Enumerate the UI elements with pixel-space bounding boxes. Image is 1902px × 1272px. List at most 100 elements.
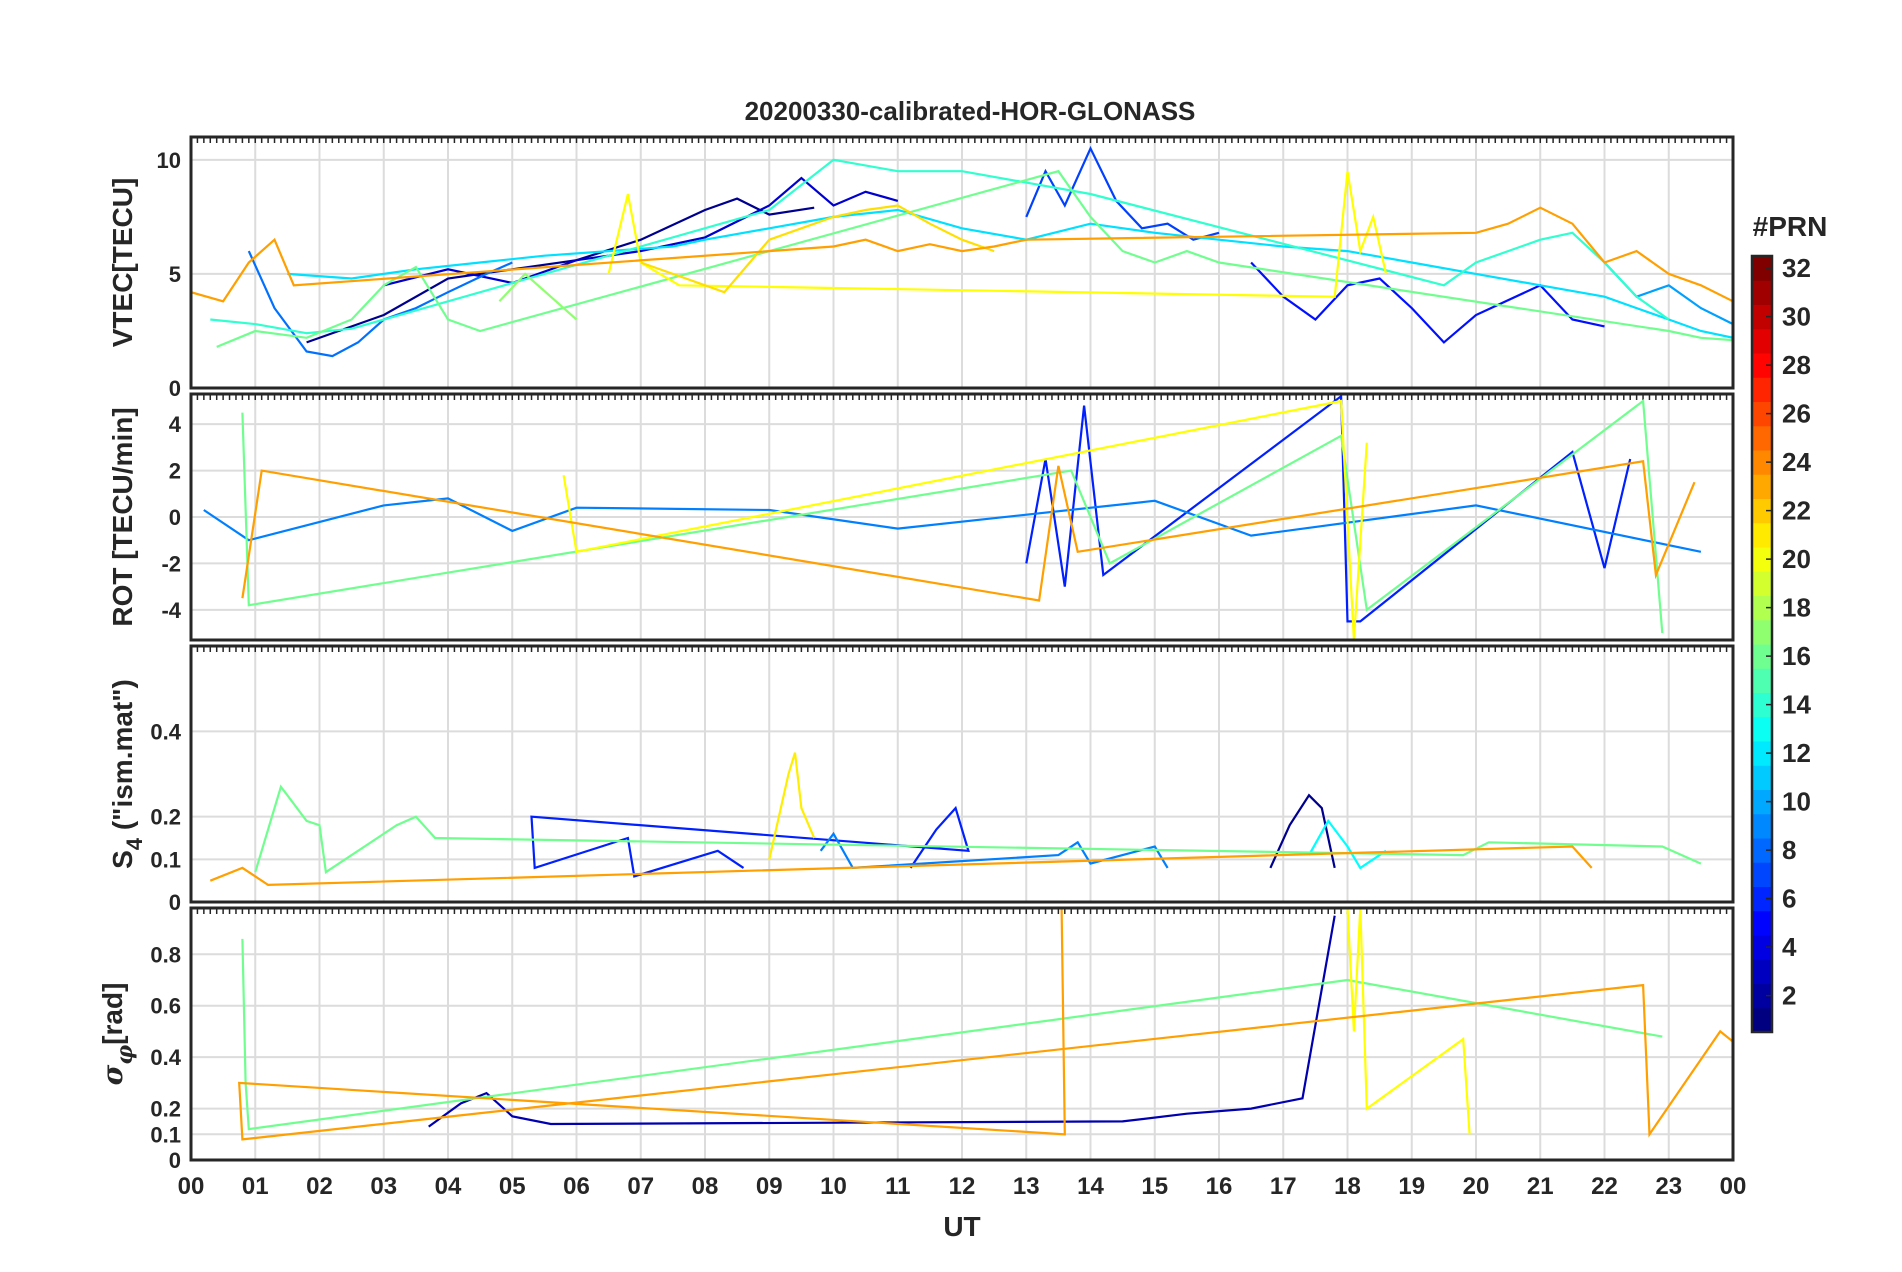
series-line-prn-22 [238,908,1733,1141]
colorbar-segment [1752,789,1772,815]
y-tick-label: 0.4 [150,1045,181,1070]
x-tick-label: 20 [1463,1173,1490,1200]
colorbar-segment [1752,838,1772,863]
colorbar-segment [1752,716,1772,742]
y-tick-label: 0.1 [150,847,181,872]
colorbar-segment [1752,571,1772,596]
series-line-prn-16 [254,784,1702,874]
y-tick-label: 0 [169,1148,181,1173]
series-group [191,145,1733,358]
x-tick-label: 14 [1077,1173,1104,1200]
x-tick-label: 10 [820,1173,847,1200]
x-tick-label: 09 [756,1173,783,1200]
colorbar-segment [1752,474,1772,499]
x-tick-label: 00 [1720,1173,1747,1200]
colorbar-segment [1752,935,1772,960]
x-tick-label: 19 [1398,1173,1425,1200]
series-group [203,394,1702,640]
y-tick-label: -4 [161,598,181,623]
series-line-prn-22 [191,206,1733,303]
x-tick-label: 06 [563,1173,590,1200]
x-tick-label: 18 [1334,1173,1361,1200]
series-line-prn-13 [1308,818,1387,870]
x-tick-label: 22 [1591,1173,1618,1200]
x-tick-label: 13 [1013,1173,1040,1200]
colorbar-segment [1752,595,1772,621]
colorbar-tick-label: 14 [1782,690,1811,720]
panel-frame [189,135,1735,390]
series-line-prn-19 [768,752,816,860]
colorbar-segment [1752,498,1772,524]
colorbar-segment [1752,668,1772,693]
y-axis-label: VTEC[TECU] [107,178,138,348]
y-tick-label: 0.1 [150,1122,181,1147]
colorbar-segment [1752,547,1772,572]
panel-frame [189,392,1735,642]
series-line-prn-14 [210,158,1670,335]
x-tick-label: 17 [1270,1173,1297,1200]
colorbar-segment [1752,910,1772,936]
y-axis-label-rest: ("ism.mat") [107,679,138,838]
colorbar-segment [1752,522,1772,548]
colorbar-title: #PRN [1753,211,1828,242]
x-tick-label: 00 [178,1173,205,1200]
series-line-prn-19 [1346,908,1471,1135]
y-axis-label-sub: φ [112,1045,138,1065]
colorbar-segment [1752,328,1772,354]
y-tick-label: 10 [157,148,181,173]
colorbar-segment [1752,886,1772,912]
colorbar-tick-label: 12 [1782,738,1811,768]
x-tick-label: 12 [949,1173,976,1200]
y-tick-label: 0 [169,890,181,915]
series-line-prn-16 [241,938,1663,1131]
colorbar-tick-label: 24 [1782,447,1811,477]
colorbar-segment [1752,353,1772,378]
series-line-prn-22 [241,460,1696,602]
x-tick-label: 01 [242,1173,269,1200]
x-tick-label: 07 [627,1173,654,1200]
series-line-prn-16 [241,398,1664,634]
colorbar-segment [1752,692,1772,718]
series-line-prn-9 [203,497,1702,553]
x-tick-label: 11 [885,1173,910,1200]
x-axis-label: UT [943,1211,980,1242]
series-group [209,752,1702,887]
y-axis-label: σφ[rad] [96,983,138,1086]
x-tick-label: 04 [435,1173,462,1200]
colorbar-segment [1752,862,1772,887]
x-tick-label: 02 [306,1173,333,1200]
colorbar-tick-label: 2 [1782,981,1796,1011]
chart-title: 20200330-calibrated-HOR-GLONASS [745,96,1196,126]
colorbar-tick-label: 6 [1782,884,1796,914]
colorbar-tick-label: 28 [1782,350,1811,380]
colorbar-tick-label: 16 [1782,641,1811,671]
colorbar-tick-label: 22 [1782,496,1811,526]
y-axis-label-rest: [rad] [97,983,128,1045]
x-tick-label: 21 [1527,1173,1554,1200]
colorbar-tick-label: 20 [1782,544,1811,574]
x-tick-label: 08 [692,1173,719,1200]
colorbar-segment [1752,741,1772,766]
series-line-prn-5 [1250,261,1605,344]
colorbar-segment [1752,983,1772,1009]
y-axis-label: S4 ("ism.mat") [107,679,147,869]
colorbar-tick-label: 26 [1782,399,1811,429]
y-axis-label-main: σ [96,1064,129,1085]
colorbar-tick-label: 10 [1782,787,1811,817]
y-tick-label: 2 [169,459,181,484]
series-line-prn-16 [216,169,1733,348]
panel-vtec: 0 5 10 VTEC[TECU] [107,135,1735,401]
series-line-prn-22 [209,845,1593,887]
colorbar-segment [1752,619,1772,645]
x-tick-label: 03 [370,1173,397,1200]
x-tick-label: 15 [1141,1173,1168,1200]
x-tick-label: 05 [499,1173,526,1200]
y-tick-label: 4 [169,412,182,437]
y-axis-label-main: S [107,850,138,869]
series-line-prn-4 [530,805,970,878]
y-tick-label: 5 [169,262,181,287]
colorbar-segment [1752,1007,1772,1033]
